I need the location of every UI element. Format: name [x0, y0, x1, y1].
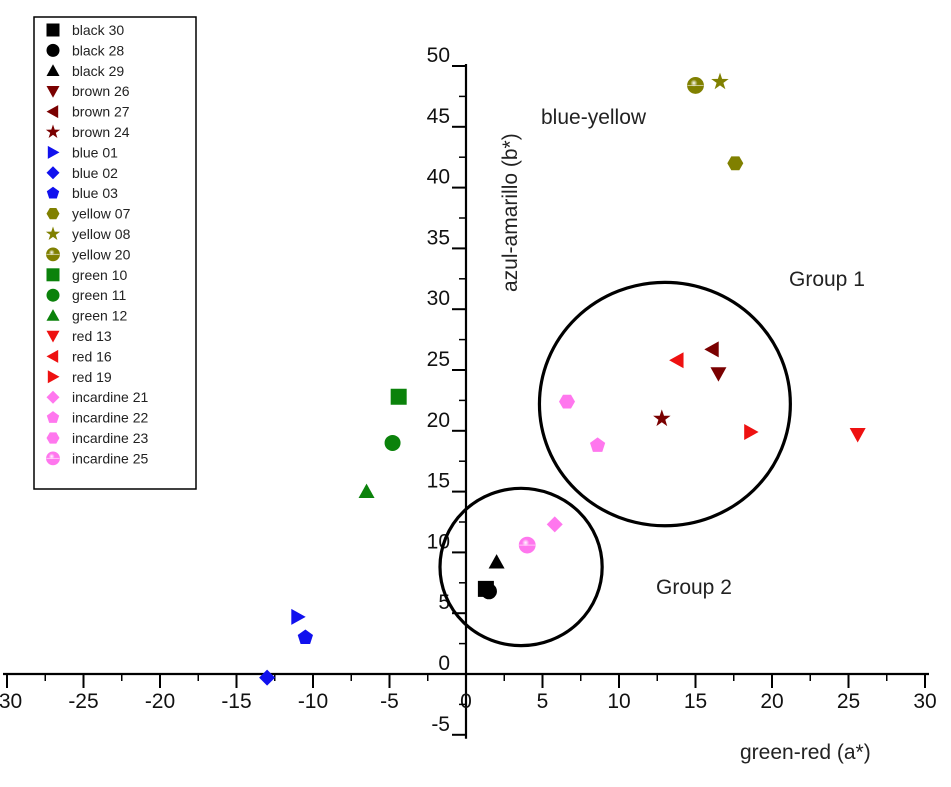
legend-label-brown-27: brown 27	[72, 104, 130, 120]
point-yellow-08	[711, 72, 729, 90]
y-tick-label: 50	[427, 44, 450, 67]
point-green-10	[390, 388, 407, 405]
legend-marker-black-29	[46, 64, 60, 76]
y-tick-label: 20	[427, 409, 450, 432]
legend-label-brown-26: brown 26	[72, 83, 130, 99]
legend-marker-incardine-21	[46, 390, 60, 404]
x-tick-label: -10	[298, 690, 328, 713]
x-tick-label: 25	[837, 690, 860, 713]
legend-marker-brown-24	[45, 124, 61, 138]
point-red-13	[849, 428, 866, 443]
y-tick-label: -5	[431, 713, 450, 736]
legend-label-red-16: red 16	[72, 348, 112, 364]
point-incardine-23	[559, 394, 575, 409]
legend-marker-red-13	[46, 330, 60, 343]
point-blue-02	[259, 669, 276, 686]
legend-marker-green-11	[46, 288, 60, 302]
legend-label-green-11: green 11	[72, 287, 126, 303]
legend-label-red-19: red 19	[72, 369, 112, 385]
legend-label-blue-03: blue 03	[72, 185, 118, 201]
x-tick-label: 20	[760, 690, 783, 713]
x-tick-label: 0	[460, 690, 472, 713]
legend-label-incardine-25: incardine 25	[72, 450, 148, 466]
y-tick-label: 25	[427, 348, 450, 371]
point-brown-27	[704, 341, 719, 358]
legend-marker-brown-26	[46, 86, 60, 98]
point-black-29	[488, 554, 505, 569]
legend-box	[33, 16, 197, 490]
legend-marker-brown-27	[46, 105, 59, 119]
legend-label-green-10: green 10	[72, 267, 127, 283]
legend-label-black-30: black 30	[72, 22, 124, 38]
legend-marker-red-16	[46, 349, 59, 363]
legend-label-black-29: black 29	[72, 63, 124, 79]
point-blue-01	[291, 608, 306, 625]
y-tick-label: 10	[427, 530, 450, 553]
legend-marker-incardine-22	[46, 411, 60, 423]
x-tick-label: 5	[537, 690, 549, 713]
legend-marker-blue-03	[46, 186, 60, 199]
legend-label-yellow-20: yellow 20	[72, 246, 131, 262]
x-tick-label: -30	[0, 690, 22, 713]
legend-label-yellow-07: yellow 07	[72, 206, 131, 222]
point-black-28	[480, 583, 497, 600]
group-2-circle	[438, 486, 604, 648]
legend-label-brown-24: brown 24	[72, 124, 130, 140]
legend-marker-yellow-08	[45, 226, 61, 240]
y-tick-label: 35	[427, 226, 450, 249]
legend-marker-yellow-07	[46, 208, 60, 220]
y-tick-label: 40	[427, 166, 450, 189]
point-red-19	[744, 424, 759, 441]
y-tick-label: 15	[427, 470, 450, 493]
x-tick-label: 15	[684, 690, 707, 713]
x-axis-title: green-red (a*)	[740, 741, 871, 764]
point-green-12	[358, 483, 375, 498]
group-circles	[438, 280, 792, 648]
group-1-circle	[537, 280, 792, 528]
x-tick-label: -5	[380, 690, 399, 713]
point-blue-03	[297, 629, 313, 644]
point-green-11	[384, 434, 401, 451]
legend-marker-blue-02	[46, 166, 60, 180]
x-tick-label: 10	[607, 690, 630, 713]
legend-label-black-28: black 28	[72, 42, 124, 58]
y-axis-title: azul-amarillo (b*)	[499, 133, 522, 292]
point-incardine-21	[546, 516, 563, 533]
x-tick-label: -20	[145, 690, 175, 713]
data-points	[259, 72, 866, 686]
legend-marker-blue-01	[47, 145, 60, 159]
legend-label-incardine-22: incardine 22	[72, 410, 148, 426]
legend-label-green-12: green 12	[72, 308, 127, 324]
legend-marker-green-10	[46, 268, 60, 282]
y-tick-label: 0	[438, 652, 450, 675]
annotation-group-1: Group 1	[789, 268, 865, 291]
point-brown-24	[653, 409, 671, 427]
y-tick-label: 5	[438, 591, 450, 614]
legend-label-red-13: red 13	[72, 328, 112, 344]
y-tick-label: 45	[427, 105, 450, 128]
legend-marker-green-12	[46, 309, 60, 321]
legend-label-incardine-23: incardine 23	[72, 430, 148, 446]
legend-label-blue-01: blue 01	[72, 144, 118, 160]
legend-marker-black-28	[46, 43, 60, 57]
point-red-16	[669, 352, 684, 369]
legend: black 30 black 28 black 29 brown 26 brown 27…	[33, 16, 197, 490]
legend-marker-incardine-23	[46, 432, 60, 444]
y-tick-label: 30	[427, 287, 450, 310]
legend-marker-red-19	[47, 370, 60, 384]
legend-label-blue-02: blue 02	[72, 165, 118, 181]
annotation-group-2: Group 2	[656, 576, 732, 599]
x-tick-label: 30	[913, 690, 936, 713]
annotation-blue-yellow: blue-yellow	[541, 106, 647, 129]
x-tick-label: -25	[68, 690, 98, 713]
legend-label-incardine-21: incardine 21	[72, 389, 148, 405]
point-brown-26	[710, 367, 727, 382]
x-tick-label: -15	[221, 690, 251, 713]
point-yellow-07	[727, 156, 744, 171]
point-incardine-22	[590, 437, 606, 452]
legend-marker-black-30	[46, 23, 60, 37]
legend-label-yellow-08: yellow 08	[72, 226, 131, 242]
